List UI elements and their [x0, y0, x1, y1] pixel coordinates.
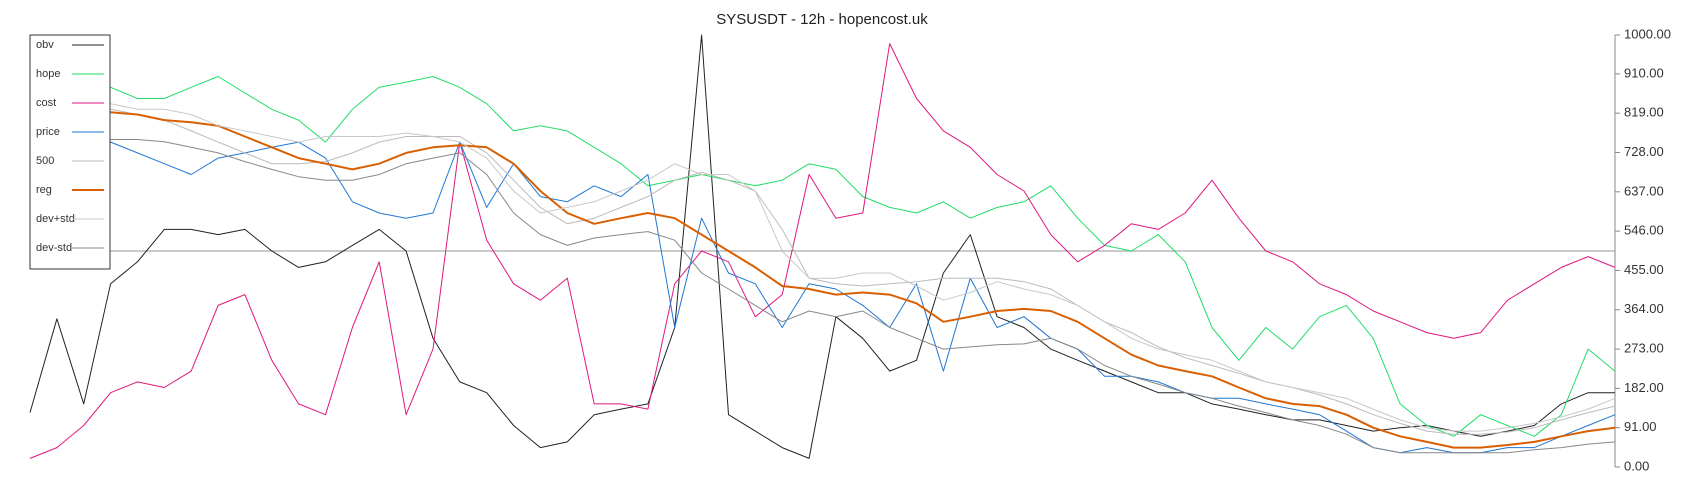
y-tick-label: 182.00 [1624, 380, 1664, 395]
y-tick-label: 273.00 [1624, 341, 1664, 356]
chart-title: SYSUSDT - 12h - hopencost.uk [716, 11, 928, 28]
y-tick-label: 637.00 [1624, 183, 1664, 198]
y-tick-label: 546.00 [1624, 223, 1664, 238]
legend-label: hope [36, 68, 60, 80]
series-line [110, 139, 1616, 454]
series-line [110, 108, 1616, 435]
series-line [110, 103, 1616, 432]
series-line [29, 43, 1616, 459]
legend-label: obv [36, 39, 54, 51]
legend-label: cost [36, 97, 56, 109]
y-tick-label: 910.00 [1624, 65, 1664, 80]
series-line [29, 34, 1615, 459]
legend-label: dev-std [36, 242, 72, 254]
y-tick-label: 91.00 [1624, 419, 1657, 434]
legend-label: price [36, 126, 60, 138]
legend-label: 500 [36, 155, 54, 167]
legend-label: dev+std [36, 213, 75, 225]
y-tick-label: 455.00 [1624, 262, 1664, 277]
series-line [29, 86, 1616, 454]
series-line [110, 111, 1616, 449]
y-tick-label: 728.00 [1624, 144, 1664, 159]
y-tick-label: 819.00 [1624, 105, 1664, 120]
legend-label: reg [36, 184, 52, 196]
y-tick-label: 364.00 [1624, 301, 1664, 316]
y-tick-label: 0.00 [1624, 458, 1649, 473]
series-line [29, 65, 1616, 437]
y-tick-label: 1000.00 [1624, 26, 1671, 41]
